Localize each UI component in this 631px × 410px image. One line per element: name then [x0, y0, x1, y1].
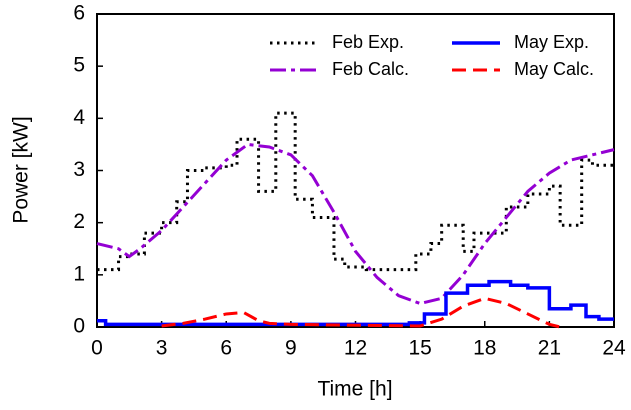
y-tick-label: 2 — [73, 210, 85, 233]
x-axis-label: Time [h] — [317, 378, 392, 401]
x-tick-label: 12 — [344, 337, 367, 360]
legend-label: Feb Calc. — [332, 59, 409, 79]
x-tick-label: 18 — [473, 337, 496, 360]
x-tick-label: 0 — [91, 337, 103, 360]
x-tick-label: 9 — [285, 337, 297, 360]
y-tick-label: 3 — [73, 158, 85, 181]
y-tick-label: 0 — [73, 315, 85, 338]
x-tick-label: 15 — [408, 337, 431, 360]
series-line — [97, 111, 614, 272]
series-line — [96, 142, 615, 306]
y-tick-label: 1 — [73, 262, 85, 285]
y-tick-label: 4 — [73, 106, 85, 129]
y-tick-label: 6 — [73, 2, 85, 25]
series-line — [161, 296, 561, 329]
y-tick-label: 5 — [73, 54, 85, 77]
x-tick-label: 21 — [538, 337, 561, 360]
x-tick-label: 24 — [602, 337, 626, 360]
series-line — [97, 279, 614, 327]
y-axis-label: Power [kW] — [10, 116, 33, 223]
legend-label: May Calc. — [514, 59, 594, 79]
x-tick-label: 6 — [220, 337, 232, 360]
x-tick-label: 3 — [156, 337, 168, 360]
legend-label: May Exp. — [514, 32, 589, 52]
legend-label: Feb Exp. — [332, 32, 404, 52]
